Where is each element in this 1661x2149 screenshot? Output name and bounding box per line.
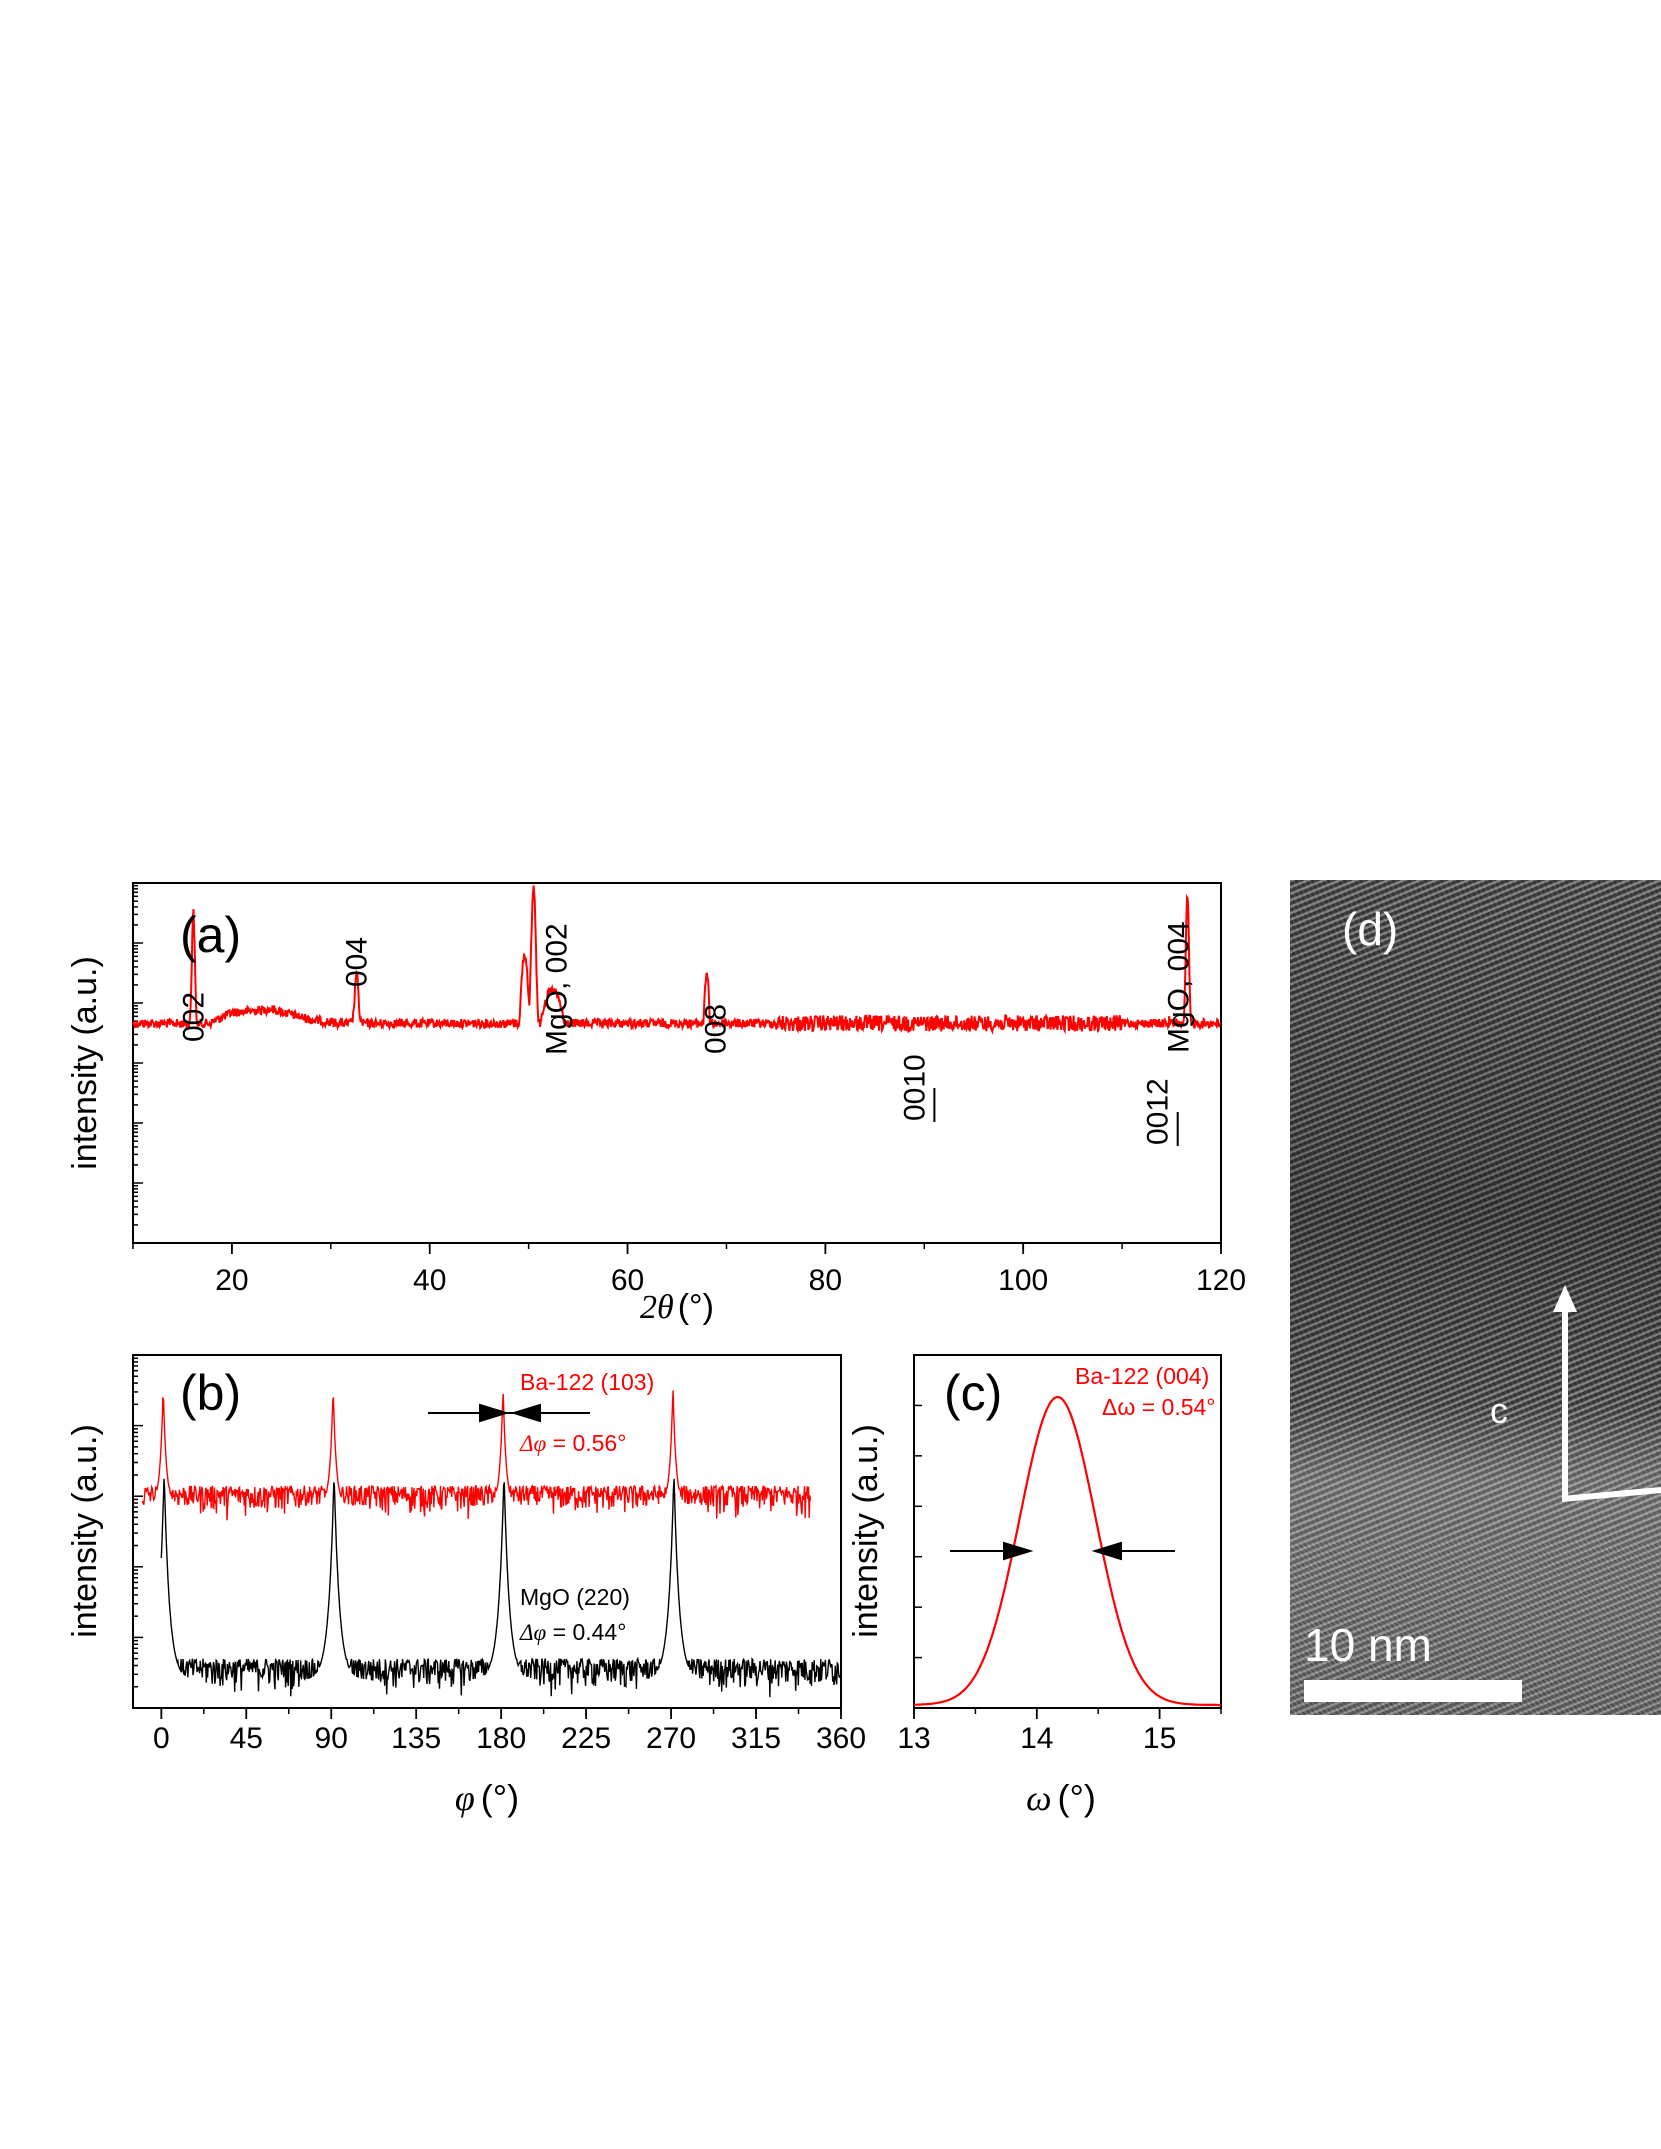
tem-shading [1290, 880, 1661, 1715]
panel-b-x-axis-var: φ [455, 1778, 475, 1818]
panel-c-annotation-fwhm: Δω = 0.54° [1102, 1394, 1216, 1420]
x-tick-label: 135 [391, 1722, 441, 1755]
x-tick-label: 225 [561, 1722, 611, 1755]
panel-b-red-annotation-fwhm: Δφ = 0.56° [519, 1430, 626, 1456]
tem-crystal-axes [1553, 1285, 1661, 1502]
panel-a-series-line [132, 885, 1222, 1035]
peak-label: MgO, 002 [540, 923, 573, 1055]
panel-b-black-fwhm-value: = 0.44° [546, 1619, 626, 1645]
x-tick-label: 315 [731, 1722, 781, 1755]
panel-a-x-axis-label: 2θ (°) [640, 1288, 714, 1326]
panel-c-y-ticks [914, 1354, 922, 1709]
panel-b-black-fwhm-var: Δφ [519, 1620, 546, 1645]
panel-b-frame [132, 1354, 842, 1709]
peak-label: MgO, 004 [1163, 921, 1196, 1053]
tem-scale-bar [1304, 1680, 1522, 1702]
x-tick-label: 40 [413, 1264, 446, 1297]
panel-a-x-axis-unit: (°) [678, 1288, 714, 1326]
panel-c-y-axis-label: intensity (a.u.) [847, 1424, 885, 1638]
panel-a-x-ticks: 20 40 60 80 100 120 [132, 1243, 1246, 1297]
panel-b-x-axis-label: φ (°) [455, 1777, 519, 1818]
panel-c-x-axis-var: ω [1026, 1778, 1051, 1818]
panel-b-phi-scan: 0 45 90 135 180 225 270 315 360 (b) Ba-122 (103)… [66, 1354, 866, 1818]
peak-label: 002 [177, 992, 210, 1042]
panel-c-frame [913, 1354, 1222, 1709]
x-tick-label: 180 [476, 1722, 526, 1755]
panel-a-label: (a) [180, 907, 241, 963]
panel-c-series-ba122-004 [913, 1395, 1221, 1707]
panel-c-x-ticks: 13 14 15 [897, 1708, 1222, 1755]
panel-b-series-ba122-103 [141, 1390, 812, 1521]
tem-scale-bar-label: 10 nm [1304, 1619, 1432, 1671]
peak-label: 004 [341, 937, 374, 987]
panel-c-rocking-curve: 13 14 15 (c) Ba-122 (004) Δω = 0.54° inten… [847, 1354, 1222, 1818]
panel-b-red-fwhm-value: = 0.56° [546, 1430, 626, 1456]
panel-b-red-fwhm-var: Δφ [519, 1431, 546, 1456]
panel-b-fwhm-arrows [428, 1403, 590, 1423]
panel-a-xrd-theta-2theta: 20 40 60 80 100 120 002 004 MgO, 002 008 0010 0012… [66, 882, 1246, 1326]
x-tick-label: 60 [611, 1264, 644, 1297]
panel-b-x-ticks: 0 45 90 135 180 225 270 315 360 [153, 1708, 866, 1755]
tem-horizontal-axis [1561, 1487, 1661, 1502]
x-tick-label: 14 [1020, 1722, 1053, 1755]
x-tick-label: 270 [646, 1722, 696, 1755]
panel-a-frame [132, 882, 1222, 1244]
x-tick-label: 80 [809, 1264, 842, 1297]
tem-c-axis-arrowhead [1553, 1285, 1577, 1312]
peak-label: 0010 [898, 1054, 931, 1121]
panel-c-annotation-name: Ba-122 (004) [1075, 1363, 1209, 1389]
panel-d-tem-image: (d) c 10 nm [1290, 880, 1661, 1715]
x-tick-label: 360 [816, 1722, 866, 1755]
panel-b-label: (b) [180, 1365, 241, 1421]
peak-label: 0012 [1142, 1078, 1175, 1145]
panel-b-x-axis-unit: (°) [481, 1777, 519, 1818]
panel-a-peak-labels: 002 004 MgO, 002 008 0010 0012 MgO, 004 [177, 921, 1196, 1146]
panel-b-red-annotation-name: Ba-122 (103) [520, 1369, 654, 1395]
panel-c-x-axis-label: ω (°) [1026, 1777, 1096, 1818]
x-tick-label: 20 [215, 1264, 248, 1297]
panel-d-label: (d) [1342, 903, 1399, 955]
panel-a-y-axis-label: intensity (a.u.) [66, 956, 104, 1170]
x-tick-label: 0 [153, 1722, 170, 1755]
panel-b-y-axis-label: intensity (a.u.) [66, 1424, 104, 1638]
panel-a-x-axis-var: 2θ [640, 1289, 674, 1326]
panel-c-fwhm-arrows [950, 1541, 1175, 1561]
x-tick-label: 45 [230, 1722, 263, 1755]
x-tick-label: 13 [897, 1722, 930, 1755]
panel-b-black-annotation-name: MgO (220) [520, 1584, 630, 1610]
peak-label: 008 [700, 1004, 733, 1054]
panel-b-black-annotation-fwhm: Δφ = 0.44° [519, 1619, 626, 1645]
x-tick-label: 100 [998, 1264, 1048, 1297]
panel-c-label: (c) [944, 1365, 1002, 1421]
x-tick-label: 90 [315, 1722, 348, 1755]
panel-a-y-ticks [133, 884, 143, 1244]
panel-b-series-mgo-220 [160, 1478, 842, 1698]
panel-c-x-axis-unit: (°) [1058, 1777, 1096, 1818]
x-tick-label: 120 [1196, 1264, 1246, 1297]
tem-c-axis-label: c [1490, 1390, 1508, 1431]
panel-b-y-ticks [133, 1357, 143, 1709]
x-tick-label: 15 [1143, 1722, 1176, 1755]
